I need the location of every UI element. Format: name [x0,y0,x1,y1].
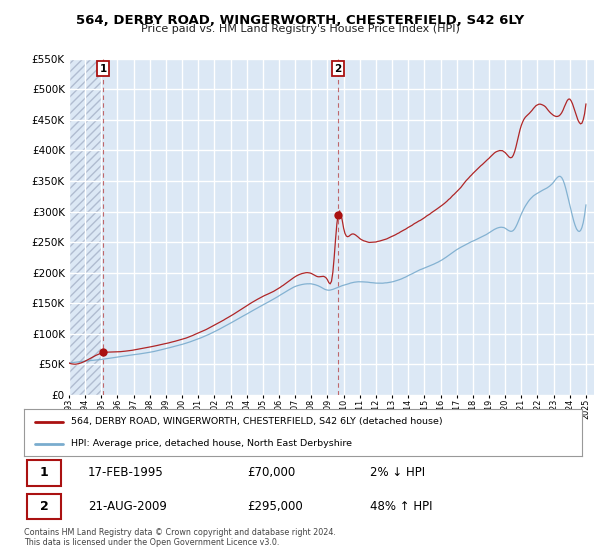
FancyBboxPatch shape [27,493,61,520]
Text: 21-AUG-2009: 21-AUG-2009 [88,500,167,513]
Text: 1: 1 [40,466,49,479]
Text: 564, DERBY ROAD, WINGERWORTH, CHESTERFIELD, S42 6LY (detached house): 564, DERBY ROAD, WINGERWORTH, CHESTERFIE… [71,417,443,426]
Text: Contains HM Land Registry data © Crown copyright and database right 2024.
This d: Contains HM Land Registry data © Crown c… [24,528,336,547]
Text: 1: 1 [100,64,107,74]
Text: HPI: Average price, detached house, North East Derbyshire: HPI: Average price, detached house, Nort… [71,439,352,448]
Text: 17-FEB-1995: 17-FEB-1995 [88,466,164,479]
Bar [69,59,101,395]
Text: 2% ↓ HPI: 2% ↓ HPI [370,466,425,479]
Text: 564, DERBY ROAD, WINGERWORTH, CHESTERFIELD, S42 6LY: 564, DERBY ROAD, WINGERWORTH, CHESTERFIE… [76,14,524,27]
Text: £295,000: £295,000 [247,500,303,513]
Text: 2: 2 [40,500,49,513]
Text: Price paid vs. HM Land Registry's House Price Index (HPI): Price paid vs. HM Land Registry's House … [140,24,460,34]
Text: 2: 2 [334,64,341,74]
Text: £70,000: £70,000 [247,466,295,479]
Text: 48% ↑ HPI: 48% ↑ HPI [370,500,433,513]
FancyBboxPatch shape [27,460,61,486]
